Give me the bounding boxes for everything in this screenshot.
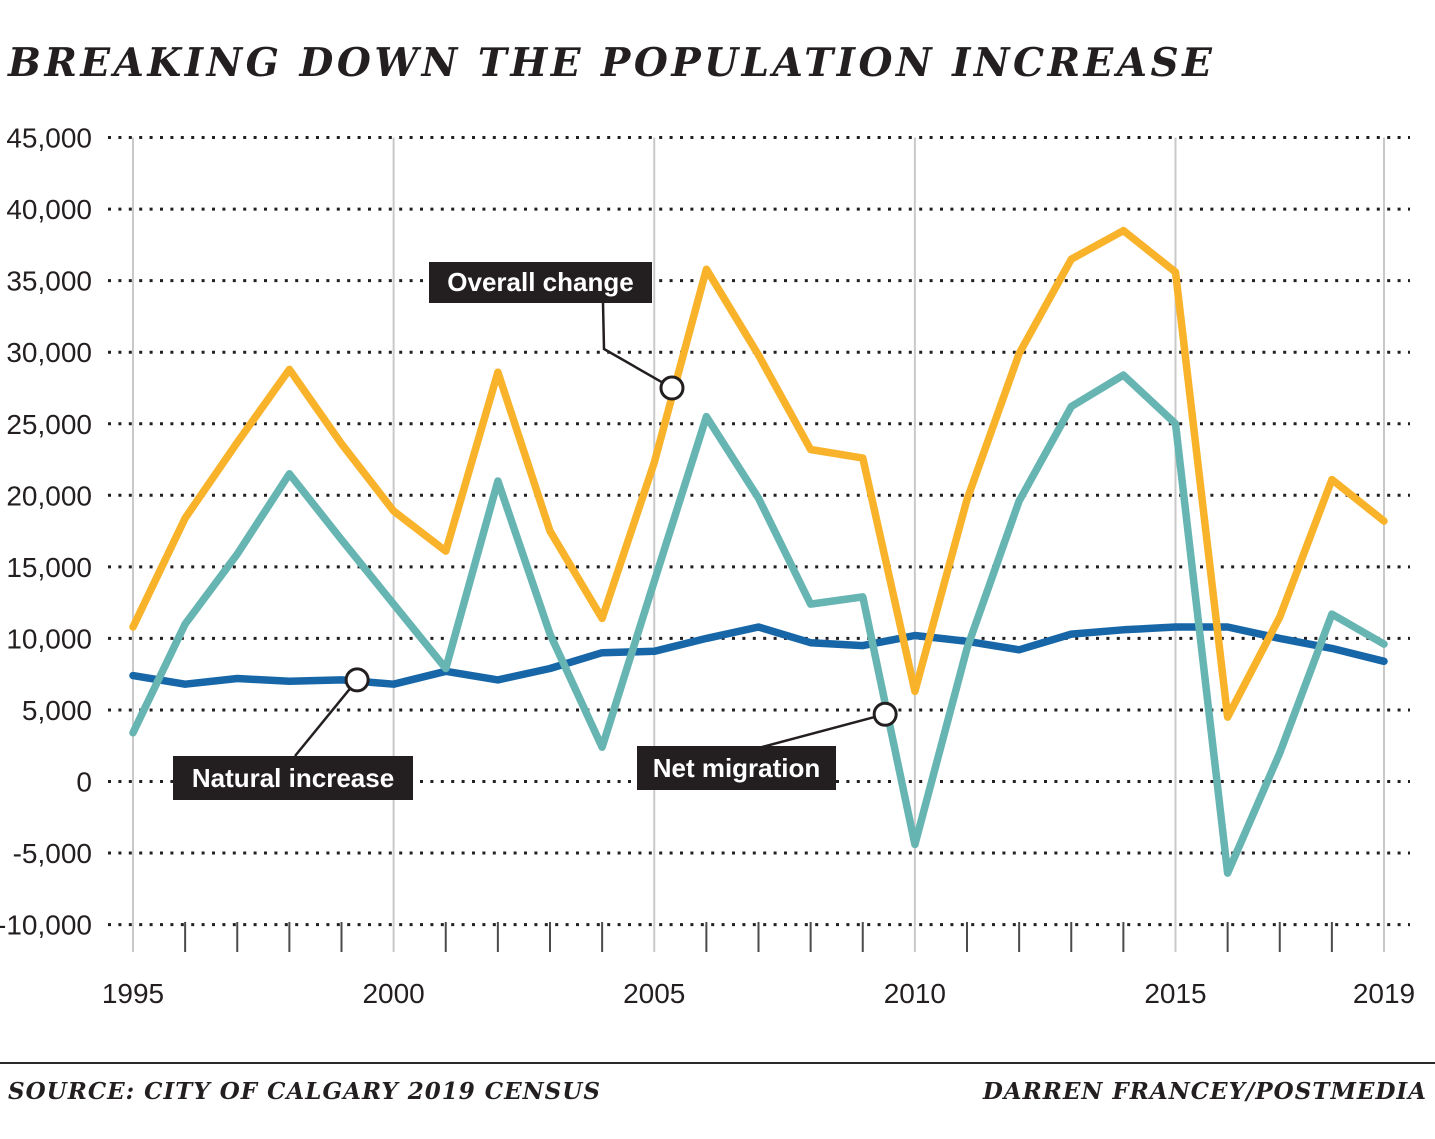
- x-axis-tick-label: 1995: [102, 978, 164, 1009]
- footer-divider: [0, 1062, 1435, 1064]
- y-axis-tick-label: -10,000: [0, 910, 92, 941]
- y-axis-tick-label: 35,000: [6, 266, 92, 297]
- y-axis-tick-label: 20,000: [6, 480, 92, 511]
- y-axis-tick-label: 0: [76, 767, 92, 798]
- y-axis-tick-label: 45,000: [6, 123, 92, 154]
- line-net-migration: [129, 371, 1388, 877]
- y-axis-tick-label: 15,000: [6, 552, 92, 583]
- line-natural-increase: [129, 623, 1388, 688]
- x-axis-tick-label: 2015: [1144, 978, 1206, 1009]
- callout-leader-line: [761, 712, 886, 749]
- line-overall-change: [129, 226, 1388, 721]
- chart-title: BREAKING DOWN THE POPULATION INCREASE: [8, 40, 1216, 86]
- callout-ring-marker: [344, 667, 370, 693]
- y-axis-tick-label: 30,000: [6, 337, 92, 368]
- callout-overall-change: Overall change: [429, 262, 652, 303]
- x-axis-tick-label: 2010: [884, 978, 946, 1009]
- callout-natural-increase-label: Natural increase: [191, 762, 395, 793]
- y-axis-tick-label: 40,000: [6, 194, 92, 225]
- callout-ring-marker: [659, 375, 685, 401]
- x-axis-tick-label: 2000: [362, 978, 424, 1009]
- callout-net-migration-label: Net migration: [652, 752, 821, 783]
- callout-leader-line: [294, 679, 359, 757]
- y-axis-tick-label: 5,000: [22, 695, 92, 726]
- callout-net-migration: Net migration: [637, 746, 836, 790]
- callout-overall-change-label: Overall change: [447, 267, 634, 297]
- callout-leader-line: [601, 302, 673, 390]
- y-axis-tick-label: 25,000: [6, 409, 92, 440]
- source-credit: SOURCE: CITY OF CALGARY 2019 CENSUS: [8, 1078, 601, 1105]
- callout-natural-increase: Natural increase: [173, 756, 413, 800]
- y-axis-tick-label: -5,000: [13, 838, 92, 869]
- author-credit: DARREN FRANCEY/POSTMEDIA: [982, 1078, 1427, 1105]
- callout-ring-marker: [872, 701, 898, 727]
- y-axis-tick-label: 10,000: [6, 623, 92, 654]
- x-axis-tick-label: 2005: [623, 978, 685, 1009]
- x-axis-tick-label: 2019: [1353, 978, 1415, 1009]
